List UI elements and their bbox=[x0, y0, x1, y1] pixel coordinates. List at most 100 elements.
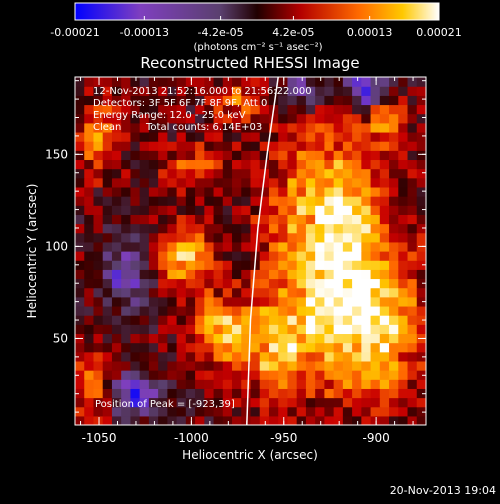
heatmap-cell bbox=[296, 131, 307, 142]
heatmap-cell bbox=[195, 223, 205, 234]
heatmap-cell bbox=[75, 388, 85, 399]
heatmap-cell bbox=[102, 196, 113, 206]
heatmap-cell bbox=[213, 150, 224, 161]
heatmap-cell bbox=[93, 196, 104, 206]
heatmap-cell bbox=[158, 131, 168, 142]
heatmap-cell bbox=[158, 141, 168, 151]
heatmap-cell bbox=[287, 131, 298, 142]
footer-timestamp: 20-Nov-2013 19:04 bbox=[390, 484, 496, 497]
heatmap-cell bbox=[84, 406, 95, 417]
heatmap-cell bbox=[93, 177, 104, 188]
heatmap-cell bbox=[84, 342, 95, 353]
heatmap-cell bbox=[111, 86, 122, 96]
heatmap-cell bbox=[407, 260, 418, 270]
heatmap-cell bbox=[185, 95, 196, 106]
heatmap-cell bbox=[407, 379, 418, 389]
heatmap-cell bbox=[315, 397, 325, 408]
heatmap-cell bbox=[185, 223, 196, 234]
heatmap-cell bbox=[158, 159, 168, 170]
heatmap-cell bbox=[268, 251, 279, 261]
heatmap-cell bbox=[296, 232, 307, 243]
heatmap-cell bbox=[370, 388, 381, 399]
heatmap-cell bbox=[222, 241, 233, 252]
heatmap-cell bbox=[407, 205, 418, 215]
heatmap-cell bbox=[102, 232, 113, 243]
heatmap-cell bbox=[176, 223, 187, 234]
heatmap-cell bbox=[102, 131, 113, 142]
heatmap-cell bbox=[389, 177, 399, 188]
heatmap-cell bbox=[259, 415, 270, 425]
heatmap-cell bbox=[222, 86, 233, 96]
heatmap-cell bbox=[296, 113, 307, 124]
heatmap-cell bbox=[222, 315, 233, 325]
heatmap-cell bbox=[93, 214, 104, 225]
heatmap-cell bbox=[389, 342, 399, 353]
heatmap-cell bbox=[148, 397, 159, 408]
heatmap-cell bbox=[176, 269, 187, 280]
heatmap-cell bbox=[176, 379, 187, 389]
heatmap-cell bbox=[296, 186, 307, 197]
heatmap-cell bbox=[185, 159, 196, 170]
heatmap-cell bbox=[379, 95, 390, 106]
heatmap-cell bbox=[84, 415, 95, 425]
heatmap-cell bbox=[232, 122, 242, 133]
heatmap-cell bbox=[195, 370, 205, 380]
heatmap-cell bbox=[342, 122, 353, 133]
heatmap-cell bbox=[148, 122, 159, 133]
heatmap-cell bbox=[333, 315, 344, 325]
heatmap-cell bbox=[398, 406, 409, 417]
heatmap-cell bbox=[204, 77, 215, 87]
heatmap-cell bbox=[259, 406, 270, 417]
heatmap-cell bbox=[93, 86, 104, 96]
heatmap-cell bbox=[416, 186, 426, 197]
heatmap-cell bbox=[111, 232, 122, 243]
heatmap-cell bbox=[379, 397, 390, 408]
heatmap-cell bbox=[148, 232, 159, 243]
heatmap-cell bbox=[370, 260, 381, 270]
heatmap-cell bbox=[176, 333, 187, 344]
heatmap-cell bbox=[259, 287, 270, 298]
heatmap-cell bbox=[305, 360, 316, 371]
heatmap-cell bbox=[158, 397, 168, 408]
heatmap-cell bbox=[268, 351, 279, 362]
heatmap-cell bbox=[185, 205, 196, 215]
heatmap-cell bbox=[195, 177, 205, 188]
heatmap-cell bbox=[342, 397, 353, 408]
heatmap-cell bbox=[213, 122, 224, 133]
heatmap-cell bbox=[315, 150, 325, 161]
heatmap-cell bbox=[84, 278, 95, 289]
heatmap-cell bbox=[287, 77, 298, 87]
heatmap-cell bbox=[268, 241, 279, 252]
heatmap-cell bbox=[379, 370, 390, 380]
heatmap-cell bbox=[102, 305, 113, 316]
heatmap-cell bbox=[222, 186, 233, 197]
heatmap-cell bbox=[84, 397, 95, 408]
heatmap-cell bbox=[121, 296, 132, 307]
heatmap-cell bbox=[379, 296, 390, 307]
heatmap-cell bbox=[333, 251, 344, 261]
heatmap-cell bbox=[195, 214, 205, 225]
heatmap-cell bbox=[278, 104, 289, 115]
heatmap-cell bbox=[259, 95, 270, 106]
heatmap-cell bbox=[204, 232, 215, 243]
heatmap-cell bbox=[259, 296, 270, 307]
heatmap-cell bbox=[204, 379, 215, 389]
heatmap-cell bbox=[93, 342, 104, 353]
heatmap-cell bbox=[111, 77, 122, 87]
heatmap-cell bbox=[268, 415, 279, 425]
heatmap-cell bbox=[296, 251, 307, 261]
colorbar-tick-label: -0.00021 bbox=[50, 26, 99, 39]
heatmap-cell bbox=[259, 122, 270, 133]
heatmap-cell bbox=[416, 205, 426, 215]
heatmap-cell bbox=[370, 379, 381, 389]
heatmap-cell bbox=[333, 95, 344, 106]
heatmap-cell bbox=[204, 415, 215, 425]
heatmap-cell bbox=[287, 122, 298, 133]
heatmap-cell bbox=[241, 223, 252, 234]
heatmap-cell bbox=[361, 223, 372, 234]
heatmap-cell bbox=[213, 131, 224, 142]
heatmap-cell bbox=[111, 324, 122, 335]
heatmap-cell bbox=[148, 370, 159, 380]
heatmap-cell bbox=[121, 196, 132, 206]
heatmap-cell bbox=[379, 205, 390, 215]
